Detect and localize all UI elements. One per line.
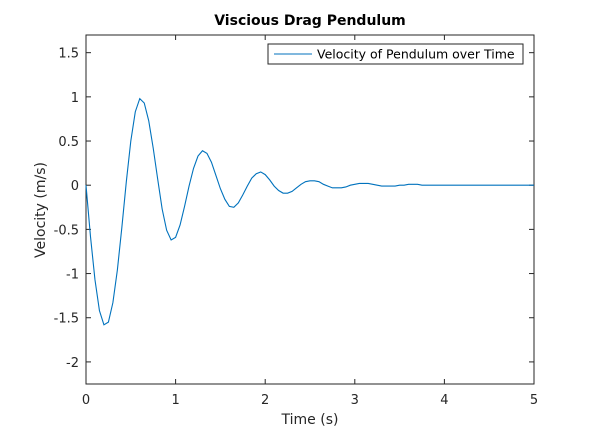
x-tick-label: 5: [530, 393, 538, 408]
y-axis-label: Velocity (m/s): [33, 162, 49, 258]
y-tick-label: 1: [71, 91, 79, 106]
y-tick-label: 0.5: [58, 135, 79, 150]
x-tick-label: 4: [440, 393, 448, 408]
x-axis-label: Time (s): [281, 412, 339, 428]
series-line: [85, 97, 534, 326]
legend-box: [267, 43, 524, 65]
x-axis: 0 1 2 3 4 5: [82, 35, 538, 408]
y-tick-label: 0: [71, 179, 79, 194]
y-tick-label: 1.5: [58, 47, 79, 62]
legend-entry: Velocity of Pendulum over Time: [317, 47, 515, 62]
legend: Velocity of Pendulum over Time: [267, 43, 524, 65]
y-tick-label: -1: [66, 268, 79, 283]
y-tick-label: -1.5: [54, 312, 79, 327]
y-axis: 1.5 1 0.5 0 -0.5 -1 -1.5 -2: [54, 47, 534, 371]
x-tick-label: 0: [82, 393, 90, 408]
x-tick-label: 2: [261, 393, 269, 408]
y-tick-label: -0.5: [54, 223, 79, 238]
plot-area: [85, 34, 535, 385]
y-tick-label: -2: [66, 356, 79, 371]
x-tick-label: 3: [351, 393, 359, 408]
x-tick-label: 1: [171, 393, 179, 408]
chart-title: Viscious Drag Pendulum: [214, 13, 406, 29]
